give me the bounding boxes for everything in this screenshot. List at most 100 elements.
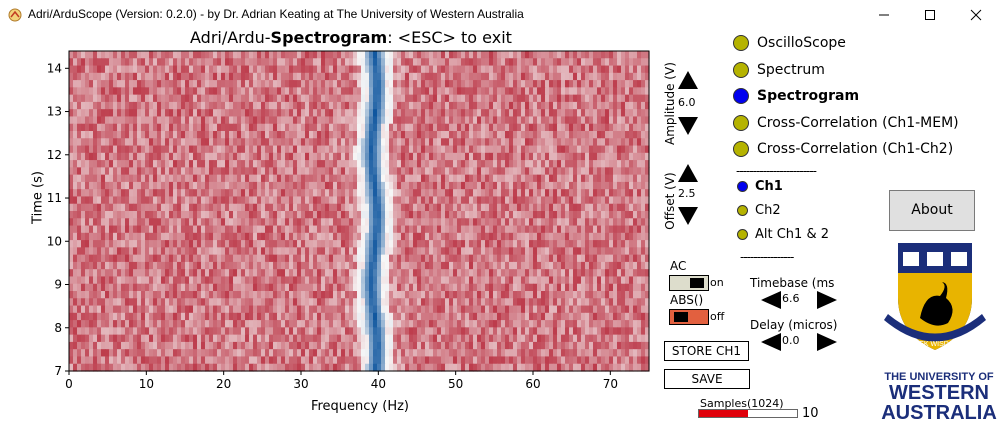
heatmap-cell bbox=[133, 276, 138, 285]
heatmap-cell bbox=[397, 254, 402, 263]
heatmap-cell bbox=[445, 72, 450, 81]
heatmap-cell bbox=[581, 51, 586, 59]
heatmap-cell bbox=[249, 218, 254, 227]
heatmap-cell bbox=[617, 261, 622, 270]
heatmap-cell bbox=[441, 116, 446, 125]
heatmap-cell bbox=[541, 138, 546, 147]
heatmap-cell bbox=[145, 167, 150, 176]
heatmap-cell bbox=[601, 109, 606, 118]
heatmap-cell bbox=[413, 152, 418, 161]
heatmap-cell bbox=[345, 145, 350, 154]
heatmap-cell bbox=[257, 181, 262, 190]
heatmap-cell bbox=[637, 218, 642, 227]
heatmap-cell bbox=[325, 51, 330, 59]
heatmap-cell bbox=[209, 254, 214, 263]
heatmap-cell bbox=[369, 261, 374, 270]
heatmap-cell bbox=[637, 131, 642, 139]
heatmap-cell bbox=[237, 247, 242, 256]
heatmap-cell bbox=[497, 240, 502, 248]
heatmap-cell bbox=[297, 58, 302, 67]
heatmap-cell bbox=[117, 211, 122, 219]
heatmap-cell bbox=[353, 101, 358, 110]
heatmap-cell bbox=[145, 116, 150, 125]
heatmap-cell bbox=[645, 131, 650, 139]
heatmap-cell bbox=[569, 58, 574, 67]
heatmap-cell bbox=[389, 247, 394, 256]
heatmap-cell bbox=[517, 254, 522, 263]
maximize-button[interactable] bbox=[907, 0, 953, 30]
heatmap-cell bbox=[301, 80, 306, 88]
heatmap-cell bbox=[173, 101, 178, 110]
heatmap-cell bbox=[613, 174, 618, 183]
heatmap-cell bbox=[453, 167, 458, 176]
heatmap-cell bbox=[117, 269, 122, 278]
heatmap-cell bbox=[101, 254, 106, 263]
heatmap-cell bbox=[289, 138, 294, 147]
heatmap-cell bbox=[69, 80, 74, 88]
heatmap-cell bbox=[533, 51, 538, 59]
heatmap-cell bbox=[517, 109, 522, 118]
heatmap-cell bbox=[97, 65, 102, 74]
heatmap-cell bbox=[173, 167, 178, 176]
heatmap-cell bbox=[385, 240, 390, 248]
heatmap-cell bbox=[521, 261, 526, 270]
heatmap-cell bbox=[149, 298, 154, 307]
heatmap-cell bbox=[513, 160, 518, 168]
heatmap-cell bbox=[553, 291, 558, 299]
heatmap-cell bbox=[193, 247, 198, 256]
heatmap-cell bbox=[421, 276, 426, 285]
heatmap-cell bbox=[561, 80, 566, 88]
heatmap-cell bbox=[365, 269, 370, 278]
heatmap-cell bbox=[533, 131, 538, 139]
heatmap-cell bbox=[581, 247, 586, 256]
minimize-button[interactable] bbox=[861, 0, 907, 30]
heatmap-cell bbox=[377, 254, 382, 263]
heatmap-cell bbox=[365, 87, 370, 96]
heatmap-cell bbox=[297, 131, 302, 139]
heatmap-cell bbox=[153, 65, 158, 74]
plot-title: Adri/Ardu-Spectrogram: <ESC> to exit bbox=[190, 28, 512, 47]
heatmap-cell bbox=[77, 167, 82, 176]
heatmap-cell bbox=[613, 87, 618, 96]
heatmap-cell bbox=[293, 145, 298, 154]
heatmap-cell bbox=[365, 101, 370, 110]
heatmap-cell bbox=[253, 254, 258, 263]
heatmap-cell bbox=[421, 196, 426, 205]
heatmap-cell bbox=[285, 181, 290, 190]
heatmap-cell bbox=[157, 240, 162, 248]
heatmap-cell bbox=[241, 138, 246, 147]
heatmap-cell bbox=[537, 254, 542, 263]
heatmap-cell bbox=[525, 94, 530, 103]
heatmap-cell bbox=[565, 261, 570, 270]
heatmap-cell bbox=[81, 218, 86, 227]
heatmap-cell bbox=[509, 65, 514, 74]
heatmap-cell bbox=[229, 58, 234, 67]
close-button[interactable] bbox=[953, 0, 999, 30]
heatmap-cell bbox=[585, 116, 590, 125]
heatmap-cell bbox=[277, 225, 282, 234]
heatmap-cell bbox=[305, 65, 310, 74]
heatmap-cell bbox=[177, 58, 182, 67]
heatmap-cell bbox=[113, 189, 118, 198]
heatmap-cell bbox=[561, 203, 566, 212]
heatmap-cell bbox=[81, 211, 86, 219]
heatmap-cell bbox=[157, 269, 162, 278]
heatmap-cell bbox=[465, 196, 470, 205]
heatmap-cell bbox=[265, 145, 270, 154]
heatmap-cell bbox=[205, 145, 210, 154]
heatmap-cell bbox=[205, 123, 210, 132]
heatmap-cell bbox=[393, 101, 398, 110]
heatmap-cell bbox=[549, 225, 554, 234]
heatmap-cell bbox=[625, 123, 630, 132]
heatmap-cell bbox=[401, 94, 406, 103]
heatmap-cell bbox=[273, 101, 278, 110]
heatmap-cell bbox=[533, 225, 538, 234]
heatmap-cell bbox=[309, 225, 314, 234]
heatmap-cell bbox=[409, 58, 414, 67]
heatmap-cell bbox=[121, 181, 126, 190]
heatmap-cell bbox=[557, 211, 562, 219]
heatmap-cell bbox=[289, 225, 294, 234]
heatmap-cell bbox=[457, 123, 462, 132]
heatmap-cell bbox=[253, 261, 258, 270]
